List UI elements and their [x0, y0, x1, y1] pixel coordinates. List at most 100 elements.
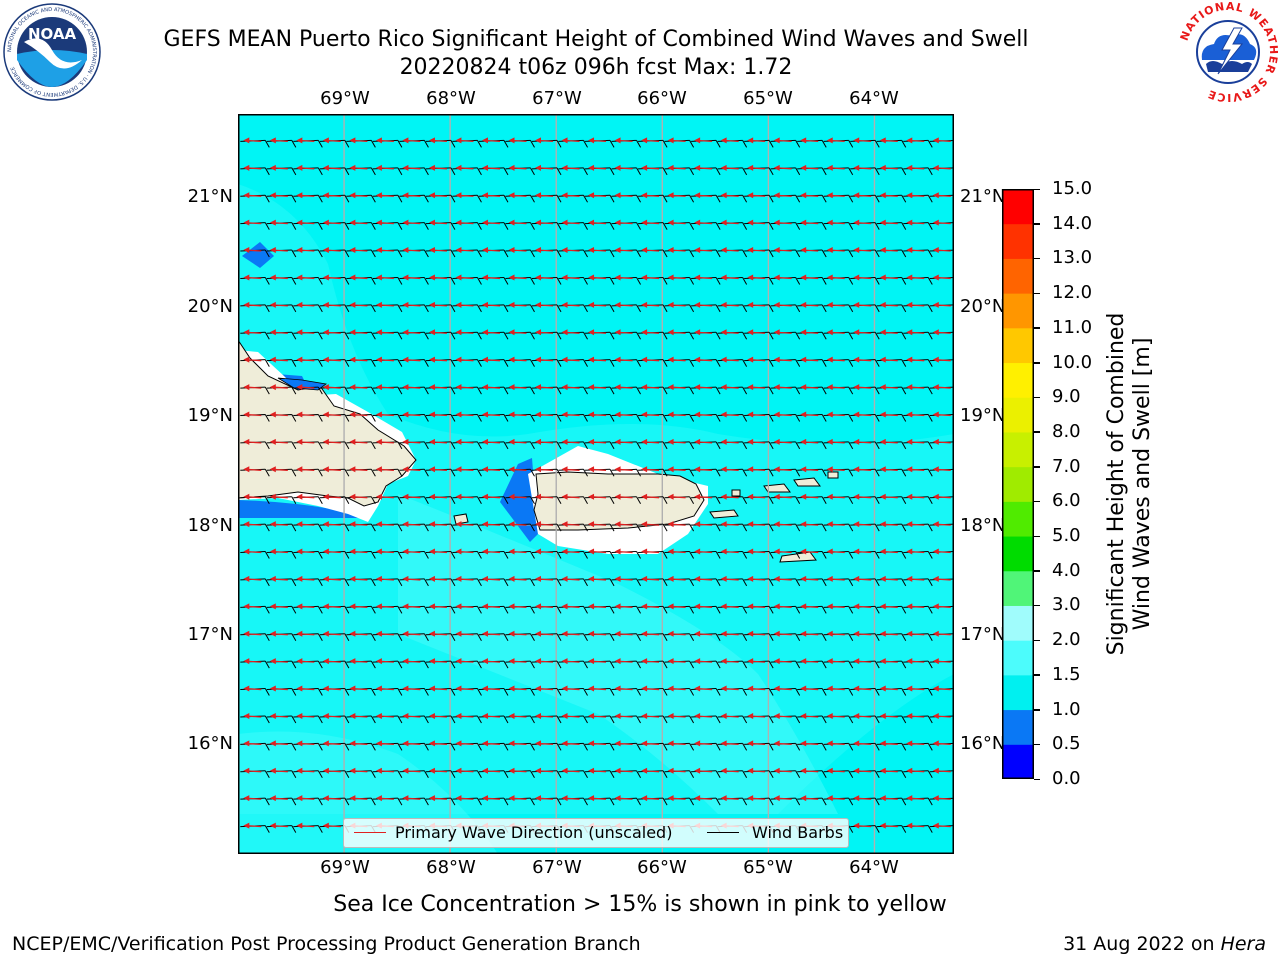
wave-direction-arrow	[296, 274, 315, 281]
wave-direction-arrow	[508, 795, 527, 802]
wave-direction-arrow	[535, 493, 554, 500]
wave-direction-arrow	[641, 630, 660, 637]
wave-direction-arrow	[879, 712, 898, 719]
wave-direction-arrow	[375, 192, 394, 199]
wave-direction-arrow	[588, 329, 607, 336]
wave-direction-arrow	[269, 767, 288, 774]
wave-direction-arrow	[535, 712, 554, 719]
wave-direction-arrow	[428, 192, 447, 199]
lat-tick-left: 16°N	[187, 733, 233, 754]
wave-direction-arrow	[508, 630, 527, 637]
wave-direction-arrow	[720, 603, 739, 610]
wave-direction-arrow	[296, 521, 315, 528]
colorbar-segment	[1002, 362, 1034, 398]
wave-direction-arrow	[853, 192, 872, 199]
wave-direction-arrow	[853, 137, 872, 144]
wave-direction-arrow	[641, 658, 660, 665]
wave-direction-arrow	[588, 384, 607, 391]
wave-direction-arrow	[853, 603, 872, 610]
colorbar-segment	[1002, 674, 1034, 711]
colorbar-segment	[1002, 258, 1034, 294]
wave-direction-arrow	[269, 548, 288, 555]
wave-direction-arrow	[641, 466, 660, 473]
wave-direction-arrow	[800, 521, 819, 528]
wave-direction-arrow	[243, 329, 262, 336]
wave-direction-arrow	[879, 603, 898, 610]
wave-direction-arrow	[296, 247, 315, 254]
wave-direction-arrow	[641, 795, 660, 802]
wave-direction-arrow	[508, 548, 527, 555]
colorbar-tick-label: 10.0	[1052, 351, 1093, 373]
wave-direction-arrow	[296, 438, 315, 445]
wave-direction-arrow	[773, 438, 792, 445]
wave-direction-arrow	[694, 575, 713, 582]
wave-direction-arrow	[667, 137, 686, 144]
wave-direction-arrow	[853, 384, 872, 391]
wave-direction-arrow	[481, 438, 501, 445]
wave-direction-arrow	[402, 411, 421, 418]
colorbar-tick-label: 11.0	[1052, 316, 1093, 338]
wave-direction-arrow	[879, 219, 898, 226]
wave-direction-arrow	[667, 603, 686, 610]
wave-direction-arrow	[243, 466, 262, 473]
wave-direction-arrow	[800, 192, 819, 199]
wave-direction-arrow	[349, 219, 368, 226]
wave-direction-arrow	[402, 740, 421, 747]
wave-direction-layer	[243, 137, 951, 829]
wave-direction-arrow	[826, 384, 845, 391]
wave-direction-arrow	[747, 630, 766, 637]
wave-direction-arrow	[508, 685, 527, 692]
colorbar-tick-label: 3.0	[1052, 594, 1081, 616]
wave-direction-arrow	[826, 438, 845, 445]
wave-direction-arrow	[455, 466, 474, 473]
wave-direction-arrow	[906, 658, 925, 665]
wave-direction-arrow	[455, 685, 474, 692]
virgin-islands	[453, 471, 839, 563]
lon-tick-bottom: 68°W	[426, 857, 476, 878]
wave-direction-arrow	[455, 575, 474, 582]
wave-direction-arrow	[773, 575, 792, 582]
wave-direction-arrow	[428, 795, 447, 802]
wave-direction-arrow	[932, 164, 951, 171]
wave-direction-arrow	[773, 329, 792, 336]
wave-direction-arrow	[800, 630, 819, 637]
wave-direction-arrow	[375, 575, 394, 582]
wave-direction-arrow	[853, 740, 872, 747]
wave-direction-arrow	[375, 301, 394, 308]
wave-direction-arrow	[720, 329, 739, 336]
wave-direction-arrow	[322, 685, 341, 692]
wave-direction-arrow	[853, 219, 872, 226]
wave-direction-arrow	[428, 411, 447, 418]
wave-direction-arrow	[826, 192, 845, 199]
lat-tick-left: 19°N	[187, 405, 233, 426]
wave-direction-arrow	[720, 356, 739, 363]
wave-direction-arrow	[561, 356, 580, 363]
wave-direction-arrow	[402, 164, 421, 171]
wave-direction-arrow	[243, 603, 262, 610]
wave-direction-arrow	[720, 767, 739, 774]
wave-direction-arrow	[535, 767, 554, 774]
wave-direction-arrow	[402, 575, 421, 582]
wave-direction-arrow	[428, 164, 447, 171]
wave-direction-arrow	[561, 575, 580, 582]
wave-direction-arrow	[826, 712, 845, 719]
wave-direction-arrow	[906, 329, 925, 336]
wave-direction-arrow	[349, 247, 368, 254]
wave-direction-arrow	[375, 795, 394, 802]
wave-direction-arrow	[614, 767, 633, 774]
wave-direction-arrow	[402, 356, 421, 363]
wave-direction-arrow	[773, 274, 792, 281]
wave-direction-arrow	[667, 219, 686, 226]
wave-direction-arrow	[906, 466, 925, 473]
wave-direction-arrow	[269, 466, 288, 473]
wave-direction-arrow	[481, 603, 501, 610]
wave-direction-arrow	[614, 575, 633, 582]
wave-direction-arrow	[588, 301, 607, 308]
wave-direction-arrow	[667, 274, 686, 281]
wave-direction-arrow	[402, 438, 421, 445]
wave-direction-arrow	[588, 356, 607, 363]
wave-direction-arrow	[747, 137, 766, 144]
wave-direction-arrow	[269, 603, 288, 610]
wave-direction-arrow	[906, 411, 925, 418]
wave-direction-arrow	[243, 247, 262, 254]
